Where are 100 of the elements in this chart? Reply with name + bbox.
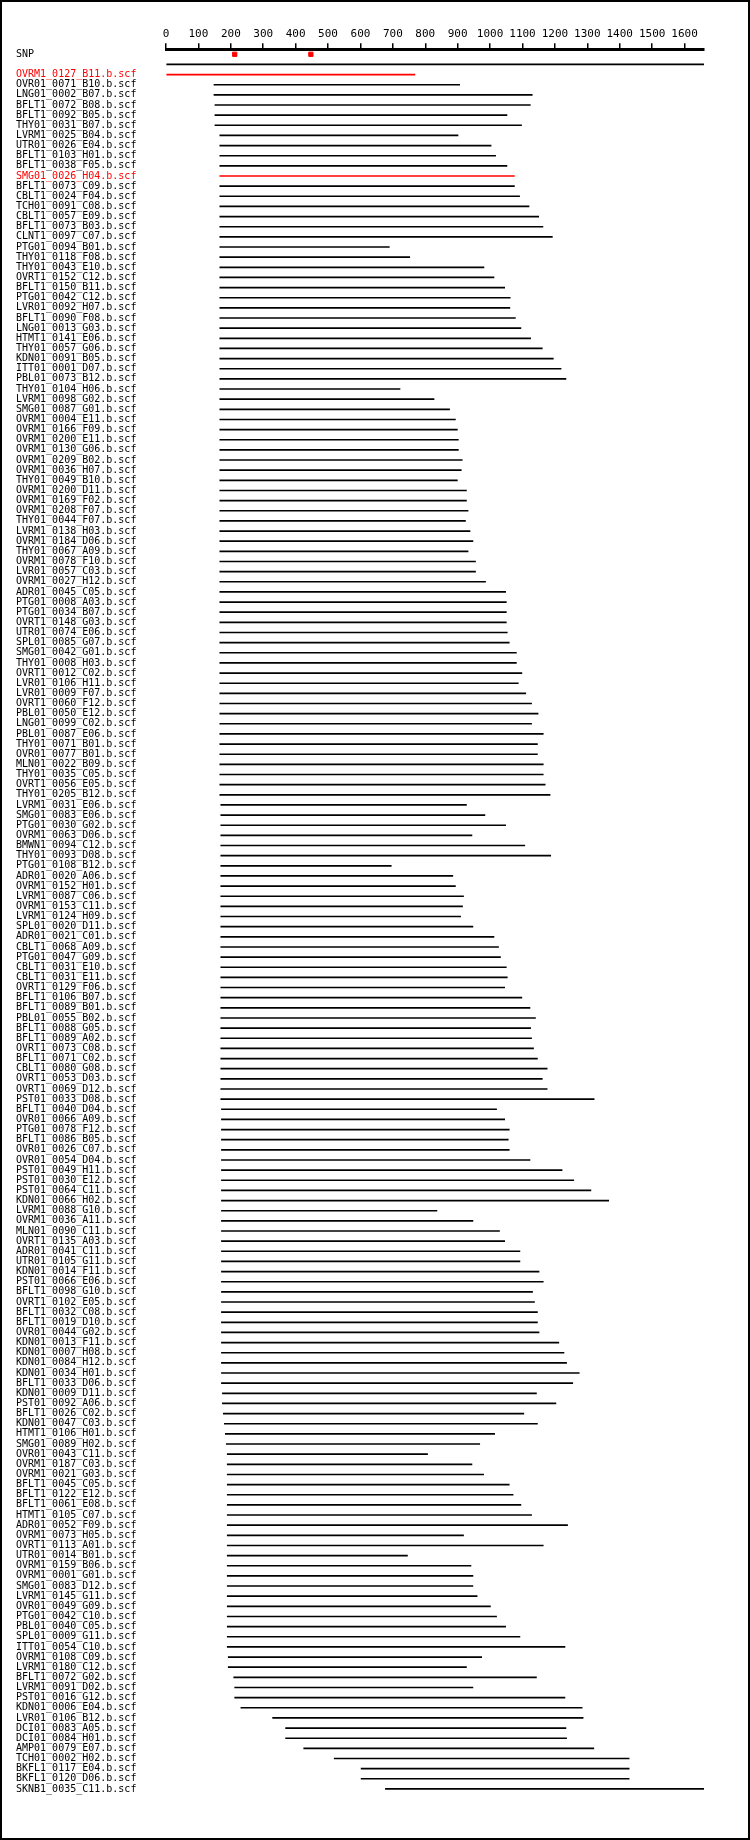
y-tick-label: KDN01_0007_H08.b.scf — [16, 1346, 137, 1359]
y-tick-label: OVRM1_0036_A11.b.scf — [16, 1214, 137, 1227]
y-tick-label: DCI01_0083_A05.b.scf — [16, 1721, 137, 1734]
y-tick-label: HTMT1_0106_H01.b.scf — [16, 1427, 137, 1440]
y-tick-label: BFLT1_0073_B03.b.scf — [16, 220, 137, 233]
y-tick-label: LVR01_0009_F07.b.scf — [16, 686, 137, 699]
y-tick-label: OVRM1_0153_C11.b.scf — [16, 899, 137, 912]
y-tick-label: SPL01_0085_G07.b.scf — [16, 636, 137, 649]
y-tick-label: OVR01_0077_B01.b.scf — [16, 747, 137, 760]
y-tick-label: CBLT1_0031_E11.b.scf — [16, 970, 137, 983]
y-tick-label: UTR01_0014_B01.b.scf — [16, 1549, 137, 1562]
y-tick-label: ADR01_0041_C11.b.scf — [16, 1244, 137, 1257]
y-tick-label: TCH01_0002_H02.b.scf — [16, 1752, 137, 1765]
y-tick-label: BFLT1_0071_C02.b.scf — [16, 1052, 137, 1065]
x-tick-label: 400 — [285, 27, 306, 41]
y-tick-label: LVRM1_0087_C06.b.scf — [16, 889, 137, 902]
y-tick-label: BFLT1_0098_G10.b.scf — [16, 1285, 137, 1298]
y-tick-label: KDN01_0009_D11.b.scf — [16, 1386, 137, 1399]
y-tick-label: SMG01_0083_E06.b.scf — [16, 808, 137, 821]
y-tick-label: BFLT1_0072_G02.b.scf — [16, 1670, 137, 1683]
y-tick-label: KDN01_0047_C03.b.scf — [16, 1417, 137, 1430]
x-tick-label: 300 — [253, 27, 274, 41]
y-tick-label: BFLT1_0088_G05.b.scf — [16, 1021, 137, 1034]
y-tick-label: PBL01_0050_E12.b.scf — [16, 707, 137, 720]
y-tick-label: PTG01_0042_C10.b.scf — [16, 1610, 137, 1623]
y-tick-label: OVRM1_0073_H05.b.scf — [16, 1528, 137, 1541]
y-tick-label: OVRM1_0166_F09.b.scf — [16, 423, 137, 436]
y-tick-label: OVR01_0043_C11.b.scf — [16, 1447, 137, 1460]
y-tick-label: PST01_0030_E12.b.scf — [16, 1173, 137, 1186]
y-tick-label: LVR01_0092_H07.b.scf — [16, 301, 137, 314]
y-tick-label: LNG01_0099_C02.b.scf — [16, 717, 137, 730]
y-tick-label: LVRM1_0091_D02.b.scf — [16, 1681, 137, 1694]
y-tick-label: OVR01_0044_G02.b.scf — [16, 1326, 137, 1339]
y-tick-label: BFLT1_0086_B05.b.scf — [16, 1133, 137, 1146]
y-tick-label: PTG01_0108_B12.b.scf — [16, 859, 137, 872]
y-tick-label: BFLT1_0040_D04.b.scf — [16, 1102, 137, 1115]
y-tick-label: OVR01_0049_G09.b.scf — [16, 1599, 137, 1612]
y-tick-label: BFLT1_0038_F05.b.scf — [16, 159, 137, 172]
y-tick-label: PBL01_0040_C05.b.scf — [16, 1620, 137, 1633]
y-tick-label: OVRM1_0001_G01.b.scf — [16, 1569, 137, 1582]
x-tick-label: 800 — [415, 27, 436, 41]
y-tick-label: LVR01_0106_B12.b.scf — [16, 1711, 137, 1724]
x-tick-label: 1400 — [606, 27, 633, 41]
y-tick-label: ADR01_0020_A06.b.scf — [16, 869, 137, 882]
y-tick-label: OVR01_0026_C07.b.scf — [16, 1143, 137, 1156]
y-tick-label: SMG01_0087_G01.b.scf — [16, 402, 137, 415]
y-tick-label: THY01_0093_D08.b.scf — [16, 849, 137, 862]
y-tick-label: PTG01_0034_B07.b.scf — [16, 605, 137, 618]
y-tick-label: OVRT1_0135_A03.b.scf — [16, 1234, 137, 1247]
y-tick-label: PTG01_0008_A03.b.scf — [16, 595, 137, 608]
y-tick-label: OVRT1_0073_C08.b.scf — [16, 1042, 137, 1054]
y-tick-label: BFLT1_0106_B07.b.scf — [16, 991, 137, 1004]
y-tick-label: LVRM1_0180_C12.b.scf — [16, 1660, 137, 1673]
y-tick-label: SMG01_0042_G01.b.scf — [16, 646, 137, 659]
y-tick-label: PTG01_0078_F12.b.scf — [16, 1123, 137, 1136]
y-tick-label: BFLT1_0150_B11.b.scf — [16, 281, 137, 294]
y-tick-label: PBL01_0055_B02.b.scf — [16, 1011, 137, 1024]
y-tick-label: SMG01_0026_H04.b.scf — [16, 169, 137, 182]
y-tick-label: OVRM1_0004_E11.b.scf — [16, 413, 137, 426]
y-tick-label: OVRM1_0169_F02.b.scf — [16, 494, 137, 507]
y-tick-label: PST01_0092_A06.b.scf — [16, 1397, 137, 1410]
y-tick-label: OVRM1_0078_F10.b.scf — [16, 555, 137, 568]
y-tick-label: THY01_0044_F07.b.scf — [16, 514, 137, 527]
y-tick-label: OVRM1_0208_F07.b.scf — [16, 504, 137, 517]
y-tick-label: OVRT1_0053_D03.b.scf — [16, 1072, 137, 1085]
y-tick-label: OVRT1_0060_F12.b.scf — [16, 697, 137, 710]
y-tick-label: BFLT1_0092_B05.b.scf — [16, 108, 137, 121]
y-tick-label: HTMT1_0105_C07.b.scf — [16, 1508, 137, 1521]
y-tick-label: THY01_0067_A09.b.scf — [16, 544, 137, 557]
x-tick-label: 1500 — [638, 27, 666, 41]
y-tick-label: ADR01_0045_C05.b.scf — [16, 585, 137, 598]
y-tick-label: PST01_0033_D08.b.scf — [16, 1092, 137, 1105]
y-tick-label: SPL01_0009_G11.b.scf — [16, 1630, 137, 1643]
y-tick-label: CBLT1_0080_G08.b.scf — [16, 1062, 137, 1075]
y-tick-label: PTG01_0047_G09.b.scf — [16, 950, 137, 963]
y-tick-label: ADR01_0052_F09.b.scf — [16, 1518, 137, 1531]
x-tick-label: 0 — [162, 27, 170, 41]
y-tick-label: SMG01_0089_H02.b.scf — [16, 1437, 137, 1450]
y-tick-label: KDN01_0066_H02.b.scf — [16, 1194, 137, 1207]
y-tick-label: CLNT1_0097_C07.b.scf — [16, 230, 137, 243]
y-tick-label: THY01_0049_B10.b.scf — [16, 473, 137, 486]
y-tick-label: BFLT1_0019_D10.b.scf — [16, 1315, 137, 1328]
y-tick-label: OVRT1_0148_G03.b.scf — [16, 615, 137, 628]
y-tick-label: OVRT1_0129_F06.b.scf — [16, 981, 137, 994]
y-tick-label: LVRM1_0124_H09.b.scf — [16, 910, 137, 923]
x-tick-label: 500 — [318, 27, 338, 41]
y-tick-label: KDN01_0091_B05.b.scf — [16, 352, 137, 365]
y-tick-label: BFLT1_0090_F08.b.scf — [16, 311, 137, 324]
y-tick-label: BFLT1_0073_C09.b.scf — [16, 179, 137, 192]
y-tick-label: LVRM1_0088_G10.b.scf — [16, 1204, 137, 1217]
y-tick-label: BFLT1_0045_C05.b.scf — [16, 1478, 137, 1491]
y-tick-label: THY01_0205_B12.b.scf — [16, 788, 137, 801]
y-tick-label: THY01_0035_C05.b.scf — [16, 768, 137, 781]
y-tick-label: OVRM1_0200_E11.b.scf — [16, 433, 137, 446]
y-tick-label: SPL01_0020_D11.b.scf — [16, 920, 137, 933]
y-tick-label: BFLT1_0061_E08.b.scf — [16, 1498, 137, 1511]
x-tick-label: 1300 — [574, 27, 601, 41]
y-tick-label: OVRT1_0012_C02.b.scf — [16, 666, 137, 679]
y-tick-label: BFLT1_0089_B01.b.scf — [16, 1001, 137, 1014]
y-tick-label: THY01_0118_F08.b.scf — [16, 250, 137, 263]
